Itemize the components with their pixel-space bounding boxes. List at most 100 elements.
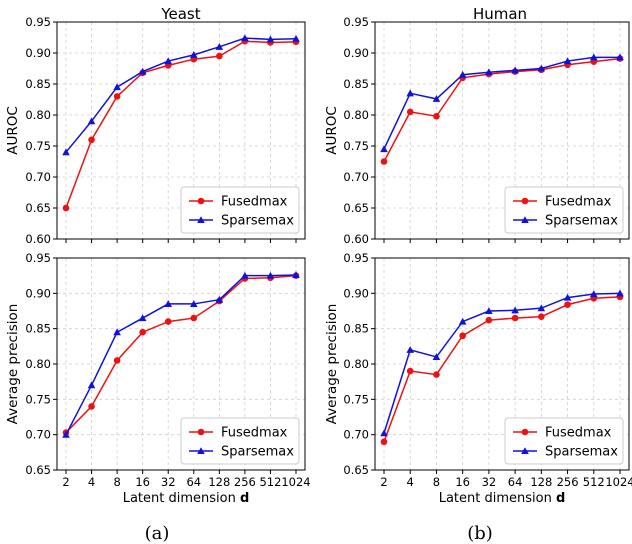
point-human-auroc-fusedmax-2 xyxy=(433,112,440,120)
legend-marker-human-ap-sparsemax xyxy=(521,447,529,455)
x-tick-label-yeast-ap-7: 256 xyxy=(234,475,256,489)
series-line-yeast-ap-sparsemax xyxy=(65,274,297,436)
y-tick-label-human-ap-0: 0.65 xyxy=(343,463,369,477)
point-yeast-ap-sparsemax-2 xyxy=(113,328,121,336)
y-tick-label-human-auroc-1: 0.65 xyxy=(343,201,369,215)
y-tick-label-yeast-ap-5: 0.90 xyxy=(25,286,51,300)
plot-frame-human-ap xyxy=(374,257,630,471)
y-tick-label-yeast-ap-6: 0.95 xyxy=(25,251,51,265)
y-tick-label-yeast-auroc-3: 0.75 xyxy=(25,139,51,153)
point-human-auroc-sparsemax-1 xyxy=(406,89,415,97)
x-tick-label-human-ap-5: 64 xyxy=(508,475,523,489)
point-human-auroc-sparsemax-5 xyxy=(511,66,519,74)
plot-frame-yeast-ap xyxy=(56,257,306,471)
x-tick-label-yeast-ap-2: 8 xyxy=(113,475,120,489)
legend-label-yeast-ap-sparsemax: Sparsemax xyxy=(221,445,294,460)
point-human-ap-sparsemax-6 xyxy=(537,304,546,312)
legend-human-auroc: Fusedmax Sparsemax xyxy=(504,186,624,234)
x-tick-label-yeast-ap-4: 32 xyxy=(161,475,176,489)
point-human-ap-fusedmax-5 xyxy=(511,314,519,322)
y-tick-label-yeast-auroc-0: 0.60 xyxy=(25,232,51,246)
y-tick-label-human-ap-2: 0.75 xyxy=(343,392,369,406)
y-tick-label-human-auroc-4: 0.80 xyxy=(343,108,369,122)
y-tick-label-yeast-ap-3: 0.80 xyxy=(25,357,51,371)
legend-label-yeast-auroc-sparsemax: Sparsemax xyxy=(221,214,294,229)
x-tick-label-human-ap-8: 512 xyxy=(583,475,605,489)
point-human-ap-sparsemax-0 xyxy=(380,429,388,437)
x-tick-label-human-ap-3: 16 xyxy=(455,475,470,489)
x-axis-label-right-text: Latent dimension xyxy=(439,491,556,506)
legend-label-human-auroc-fusedmax: Fusedmax xyxy=(545,195,612,210)
point-yeast-ap-sparsemax-1 xyxy=(87,381,96,389)
y-tick-label-yeast-ap-0: 0.65 xyxy=(25,463,51,477)
x-tick-label-human-ap-2: 8 xyxy=(433,475,440,489)
panel-yeast-ap: 0.65 0.70 0.75 0.80 0.85 0.90 0.95 2 4 8 16 32 64 128… xyxy=(5,251,311,489)
panel-human-auroc: 0.60 0.65 0.70 0.75 0.80 0.85 0.90 0.95 AUROC Fus… xyxy=(324,15,630,246)
y-tick-label-yeast-auroc-7: 0.95 xyxy=(25,15,51,29)
y-tick-label-human-auroc-0: 0.60 xyxy=(343,232,369,246)
y-tick-label-yeast-auroc-1: 0.65 xyxy=(25,201,51,215)
y-axis-label-human-ap: Average precision xyxy=(324,304,340,425)
x-tick-label-human-ap-0: 2 xyxy=(380,475,387,489)
point-yeast-ap-sparsemax-4 xyxy=(164,300,173,307)
y-tick-label-human-ap-4: 0.85 xyxy=(343,322,369,336)
y-axis-label-human-auroc: AUROC xyxy=(324,106,340,155)
legend-box-yeast-auroc xyxy=(180,186,300,234)
point-yeast-auroc-sparsemax-9 xyxy=(292,34,300,42)
point-yeast-ap-sparsemax-0 xyxy=(62,430,70,438)
legend-label-human-ap-fusedmax: Fusedmax xyxy=(545,426,612,441)
point-human-ap-fusedmax-7 xyxy=(564,301,571,308)
x-tick-label-yeast-ap-0: 2 xyxy=(62,475,69,489)
point-human-ap-sparsemax-5 xyxy=(511,306,519,314)
point-human-ap-fusedmax-6 xyxy=(538,313,545,320)
point-yeast-ap-sparsemax-5 xyxy=(189,300,198,307)
y-axis-label-yeast-auroc: AUROC xyxy=(5,106,21,155)
point-yeast-auroc-sparsemax-8 xyxy=(266,35,275,43)
panel-yeast-auroc: 0.60 0.65 0.70 0.75 0.80 0.85 0.90 0.95 AUROC Fus… xyxy=(5,15,306,246)
plot-frame-yeast-auroc xyxy=(56,21,306,240)
x-tick-label-yeast-ap-5: 64 xyxy=(186,475,201,489)
point-human-ap-fusedmax-2 xyxy=(433,371,440,378)
point-yeast-ap-sparsemax-7 xyxy=(241,271,249,279)
point-human-auroc-sparsemax-4 xyxy=(485,68,493,76)
y-tick-label-yeast-ap-1: 0.70 xyxy=(25,428,51,442)
point-human-ap-fusedmax-0 xyxy=(380,438,388,446)
series-line-human-ap-sparsemax xyxy=(383,292,621,434)
y-tick-label-human-ap-5: 0.90 xyxy=(343,286,369,300)
y-tick-label-human-ap-1: 0.70 xyxy=(343,428,369,442)
point-yeast-ap-fusedmax-2 xyxy=(113,357,121,364)
point-yeast-ap-fusedmax-5 xyxy=(190,314,198,322)
x-tick-label-yeast-ap-8: 512 xyxy=(259,475,281,489)
x-tick-label-human-ap-1: 4 xyxy=(407,475,414,489)
y-tick-label-human-auroc-3: 0.75 xyxy=(343,139,369,153)
x-axis-label-right: Latent dimension d xyxy=(439,491,566,506)
point-human-auroc-fusedmax-1 xyxy=(406,108,414,116)
y-tick-label-human-auroc-5: 0.85 xyxy=(343,77,369,91)
legend-box-human-ap xyxy=(504,417,624,465)
point-yeast-auroc-fusedmax-6 xyxy=(216,52,223,60)
legend-marker-human-ap-fusedmax xyxy=(521,428,529,436)
point-human-auroc-sparsemax-3 xyxy=(458,70,467,78)
legend-label-yeast-ap-fusedmax: Fusedmax xyxy=(221,426,288,441)
point-human-ap-sparsemax-2 xyxy=(432,353,441,360)
y-axis-label-yeast-ap: Average precision xyxy=(5,304,21,425)
legend-box-human-auroc xyxy=(504,186,624,234)
legend-marker-yeast-ap-sparsemax xyxy=(197,447,205,455)
y-tick-label-yeast-ap-4: 0.85 xyxy=(25,322,51,336)
series-line-human-ap-fusedmax xyxy=(383,296,621,442)
point-yeast-ap-sparsemax-8 xyxy=(266,271,275,279)
legend-marker-yeast-ap-fusedmax xyxy=(197,428,205,436)
point-yeast-auroc-fusedmax-2 xyxy=(113,93,121,100)
x-axis-label-left-symbol: d xyxy=(240,491,249,506)
series-line-yeast-ap-fusedmax xyxy=(65,274,297,434)
point-yeast-auroc-sparsemax-1 xyxy=(87,117,96,125)
point-yeast-ap-sparsemax-3 xyxy=(138,314,147,322)
x-tick-label-yeast-ap-9: 1024 xyxy=(281,475,310,489)
point-human-ap-sparsemax-4 xyxy=(485,307,493,315)
legend-label-yeast-auroc-fusedmax: Fusedmax xyxy=(221,195,288,210)
x-tick-label-human-ap-7: 256 xyxy=(557,475,579,489)
y-tick-label-yeast-auroc-2: 0.70 xyxy=(25,170,51,184)
point-human-ap-sparsemax-1 xyxy=(406,346,415,353)
legend-box-yeast-ap xyxy=(180,417,300,465)
